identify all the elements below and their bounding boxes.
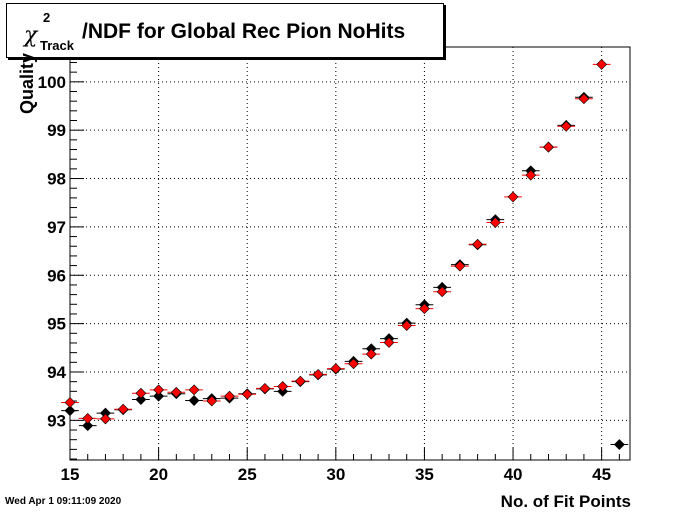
data-point bbox=[153, 384, 165, 396]
data-point bbox=[259, 383, 271, 394]
x-tick-label: 25 bbox=[238, 465, 257, 484]
data-point bbox=[401, 320, 413, 331]
x-tick-label: 35 bbox=[415, 465, 434, 484]
data-point bbox=[525, 169, 537, 181]
y-tick-label: 98 bbox=[47, 170, 66, 189]
data-point bbox=[117, 403, 129, 415]
x-tick-label: 20 bbox=[149, 465, 168, 484]
plot-frame bbox=[69, 46, 631, 461]
data-point bbox=[596, 58, 608, 70]
data-point bbox=[472, 238, 484, 250]
data-point bbox=[188, 384, 200, 396]
x-tick-label: 30 bbox=[326, 465, 345, 484]
axis-ticks bbox=[69, 52, 620, 460]
data-series-2 bbox=[61, 58, 611, 425]
y-tick-label: 93 bbox=[47, 411, 66, 430]
data-point bbox=[489, 217, 501, 228]
title-superscript: 2 bbox=[43, 10, 51, 25]
data-point bbox=[560, 120, 572, 132]
data-point bbox=[224, 390, 235, 402]
data-point bbox=[312, 368, 324, 380]
title-subscript: Track bbox=[40, 38, 74, 53]
data-point bbox=[348, 358, 359, 370]
data-point bbox=[206, 395, 218, 407]
y-tick-label: 95 bbox=[47, 315, 66, 334]
data-point bbox=[365, 348, 377, 360]
data-point bbox=[578, 93, 590, 105]
y-tick-label: 96 bbox=[47, 266, 66, 285]
data-point bbox=[170, 386, 182, 398]
data-point bbox=[188, 395, 200, 406]
data-point bbox=[454, 260, 466, 272]
title-box: χ 2 Track /NDF for Global Rec Pion NoHit… bbox=[6, 3, 444, 58]
y-tick-label: 97 bbox=[47, 218, 66, 237]
data-point bbox=[135, 387, 147, 399]
data-point bbox=[153, 390, 165, 402]
data-point bbox=[294, 375, 306, 387]
chart-title: /NDF for Global Rec Pion NoHits bbox=[82, 20, 406, 43]
y-tick-label: 100 bbox=[38, 73, 66, 92]
title-chi-symbol: χ bbox=[24, 23, 38, 48]
data-point bbox=[100, 413, 111, 425]
data-point bbox=[613, 439, 625, 450]
data-point bbox=[436, 286, 448, 298]
x-tick-label: 40 bbox=[504, 465, 523, 484]
data-point bbox=[82, 420, 94, 432]
timestamp: Wed Apr 1 09:11:09 2020 bbox=[5, 496, 122, 507]
data-point bbox=[419, 303, 430, 315]
data-point bbox=[64, 405, 76, 417]
data-point bbox=[241, 388, 253, 400]
data-point bbox=[330, 363, 342, 375]
x-tick-label: 45 bbox=[592, 465, 611, 484]
data-point bbox=[82, 412, 94, 424]
data-point bbox=[64, 397, 76, 408]
y-tick-label: 94 bbox=[47, 363, 66, 382]
data-point bbox=[277, 381, 289, 392]
y-tick-label: 99 bbox=[47, 121, 66, 140]
data-point bbox=[383, 337, 395, 348]
x-axis-label: No. of Fit Points bbox=[500, 492, 631, 511]
data-point bbox=[507, 191, 519, 203]
x-tick-label: 15 bbox=[61, 465, 80, 484]
data-point bbox=[135, 394, 147, 405]
y-axis-label: Quality bbox=[17, 52, 37, 114]
data-point bbox=[543, 141, 554, 153]
